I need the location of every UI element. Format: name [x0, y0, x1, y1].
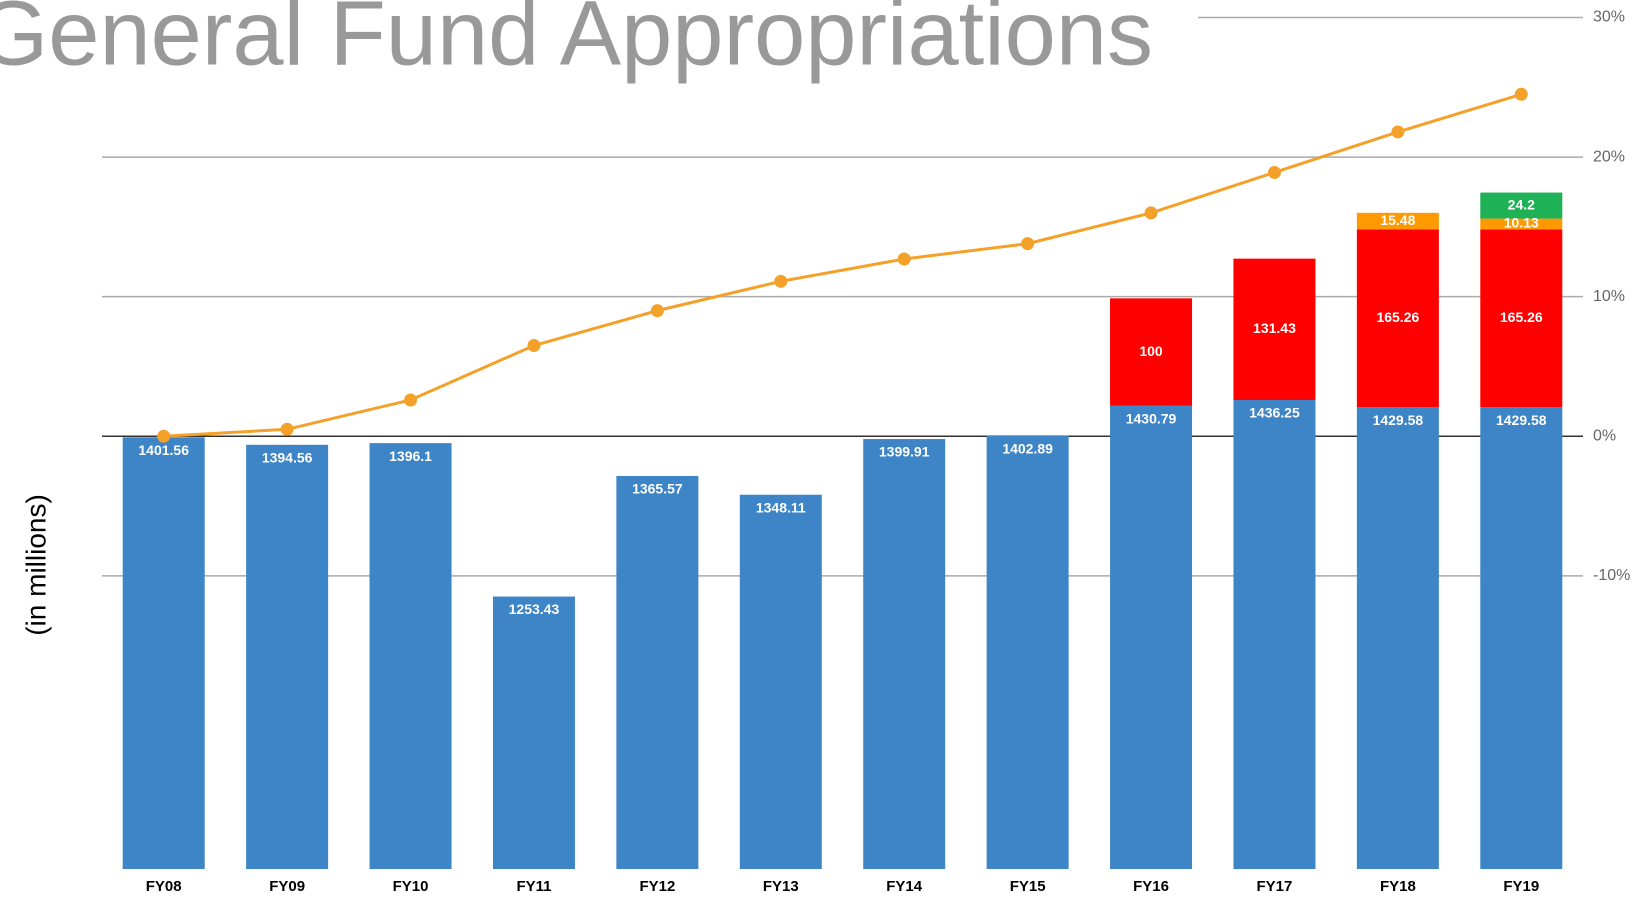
- x-tick-label: FY14: [886, 878, 923, 895]
- data-label: 1399.91: [879, 444, 930, 460]
- x-tick-label: FY15: [1010, 878, 1046, 895]
- bar-segment: [739, 494, 822, 869]
- x-tick-label: FY19: [1503, 878, 1539, 895]
- bar-segment: [1356, 212, 1439, 230]
- x-tick-label: FY16: [1133, 878, 1169, 895]
- data-label: 1430.79: [1126, 411, 1177, 427]
- bar-segment: [1480, 192, 1563, 219]
- data-label: 1429.58: [1373, 412, 1424, 428]
- data-label: 1348.11: [756, 499, 806, 515]
- data-label: 1394.56: [262, 450, 313, 466]
- bar-segment: [1110, 405, 1193, 869]
- line: [163, 92, 1522, 438]
- data-label: 1365.57: [632, 481, 683, 497]
- data-label: 1253.43: [509, 601, 560, 617]
- line-marker: [280, 422, 294, 436]
- x-tick-label: FY12: [639, 878, 675, 895]
- bar-segment: [863, 439, 946, 869]
- bar-segment: [1480, 407, 1563, 869]
- bar-segment: [616, 475, 699, 869]
- x-tick-label: FY18: [1380, 878, 1416, 895]
- bar-segment: [1480, 229, 1563, 408]
- data-label: 15.48: [1380, 212, 1415, 228]
- line-marker: [157, 429, 171, 443]
- data-label: 100: [1139, 343, 1163, 359]
- data-label: 1429.58: [1496, 412, 1547, 428]
- y2-tick-label: 30%: [1593, 9, 1625, 26]
- line-marker: [1021, 237, 1035, 251]
- x-tick-label: FY17: [1257, 878, 1293, 895]
- x-tick-label: FY08: [146, 878, 182, 895]
- x-tick-label: FY09: [269, 878, 305, 895]
- bar-segment: [1356, 407, 1439, 869]
- line-marker: [650, 304, 664, 318]
- x-tick-label: FY10: [393, 878, 429, 895]
- data-label: 131.43: [1253, 320, 1296, 336]
- bar-segment: [492, 596, 575, 869]
- line-marker: [527, 339, 541, 353]
- data-label: 24.2: [1508, 196, 1535, 212]
- line-marker: [404, 393, 418, 407]
- line-marker: [897, 252, 911, 266]
- data-label: 165.26: [1376, 309, 1419, 325]
- line-marker: [1391, 125, 1405, 139]
- y2-tick-label: -10%: [1593, 567, 1630, 584]
- bar-segment: [1480, 218, 1563, 230]
- bar-segment: [1233, 258, 1316, 400]
- bar-segment: [1356, 229, 1439, 408]
- bar-segment: [122, 437, 205, 869]
- line-marker: [1514, 87, 1528, 101]
- data-label: 1401.56: [138, 442, 189, 458]
- y-axis-label: (in millions): [20, 494, 51, 636]
- bar-segment: [986, 435, 1069, 869]
- y2-tick-label: 0%: [1593, 427, 1616, 444]
- chart-title: General Fund Appropriations: [0, 0, 1153, 84]
- x-tick-label: FY11: [516, 878, 551, 895]
- y2-tick-label: 20%: [1593, 148, 1625, 165]
- bar-segment: [369, 443, 452, 869]
- data-label: 1402.89: [1002, 441, 1053, 457]
- line-marker: [774, 274, 788, 288]
- data-label: 165.26: [1500, 309, 1543, 325]
- data-label: 10.13: [1504, 215, 1539, 231]
- line-marker: [1144, 206, 1158, 220]
- bar-segment: [246, 444, 329, 869]
- bar-segment: [1110, 298, 1193, 406]
- bar-segment: [1233, 399, 1316, 869]
- y2-tick-label: 10%: [1593, 288, 1625, 305]
- data-label: 1436.25: [1249, 405, 1300, 421]
- line-marker: [1267, 165, 1281, 179]
- x-tick-label: FY13: [763, 878, 799, 895]
- data-label: 1396.1: [389, 448, 432, 464]
